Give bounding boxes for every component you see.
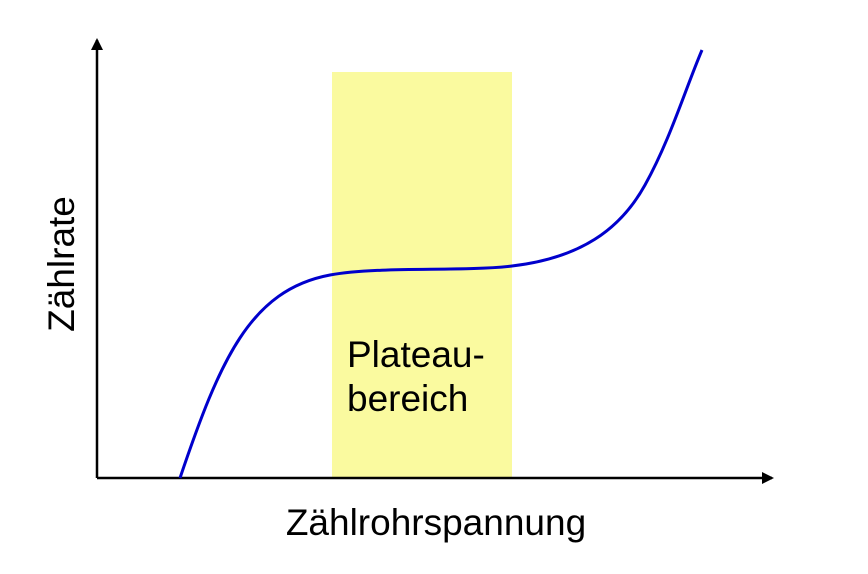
x-axis-label: Zählrohrspannung (286, 502, 586, 543)
plateau-label-line2: bereich (347, 378, 468, 419)
plateau-label-line1: Plateau- (347, 334, 485, 375)
y-axis-label: Zählrate (41, 196, 82, 332)
plateau-region (332, 72, 512, 478)
count-rate-curve (178, 49, 704, 479)
